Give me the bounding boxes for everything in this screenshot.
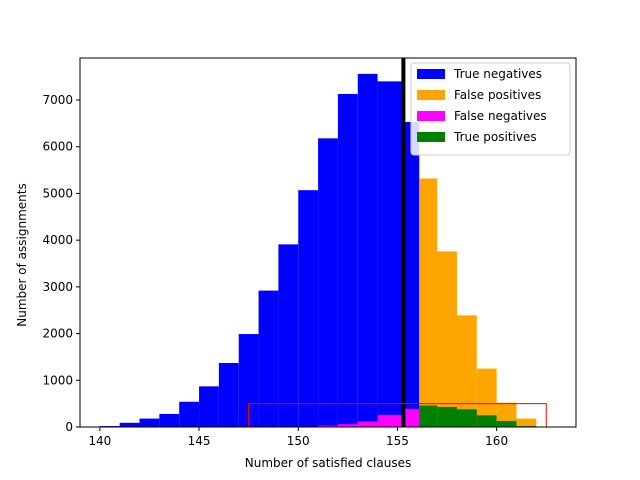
bar-series-0-bin-6 — [218, 363, 239, 427]
bar-series-0-bin-14 — [377, 81, 404, 427]
legend-box — [410, 62, 571, 156]
x-tick-label: 150 — [287, 434, 310, 448]
y-tick-label: 2000 — [42, 327, 73, 341]
legend: True negatives False positives False negat… — [410, 62, 571, 156]
legend-label-2: False negatives — [454, 109, 547, 123]
y-tick-label: 3000 — [42, 280, 73, 294]
bar-series-0-bin-9 — [278, 244, 299, 427]
x-tick-label: 145 — [188, 434, 211, 448]
legend-label-3: True positives — [453, 130, 537, 144]
y-tick-label: 4000 — [42, 233, 73, 247]
bar-series-2-bin-12 — [337, 424, 358, 427]
y-tick-label: 0 — [65, 420, 73, 434]
bar-series-2-bin-13 — [357, 421, 378, 427]
bar-series-0-bin-5 — [199, 386, 219, 427]
axes-frame — [79, 57, 577, 428]
bar-series-0-bin-1 — [119, 422, 140, 427]
bar-series-0-bin-4 — [179, 401, 200, 427]
bar-series-3-bin-17 — [437, 406, 457, 427]
y-tick-label: 7000 — [42, 93, 73, 107]
bar-series-2-bin-11 — [318, 425, 338, 427]
bar-series-0-bin-2 — [139, 418, 160, 427]
x-axis-label: Number of satisfied clauses — [245, 456, 411, 470]
x-axis-ticks: 140 145 150 155 160 — [88, 427, 508, 448]
x-tick-label: 160 — [485, 434, 508, 448]
bar-series-1-bin-21 — [516, 418, 537, 427]
bar-series-2-bin-14 — [377, 414, 404, 427]
bar-series-3-bin-18 — [456, 409, 477, 427]
bar-series-3-bin-19 — [476, 415, 497, 427]
x-tick-label: 155 — [386, 434, 409, 448]
legend-swatch-3 — [417, 132, 445, 142]
bars-layer — [99, 73, 537, 427]
bar-series-0-bin-8 — [258, 290, 279, 427]
bar-series-0-bin-15 — [403, 121, 420, 427]
bar-series-1-bin-19 — [476, 368, 497, 427]
y-tick-label: 1000 — [42, 373, 73, 387]
bar-series-3-bin-16 — [419, 405, 438, 427]
legend-label-1: False positives — [454, 88, 541, 102]
legend-swatch-1 — [417, 90, 445, 100]
bar-series-3-bin-20 — [496, 420, 517, 427]
bar-series-1-bin-17 — [437, 251, 457, 427]
legend-swatch-0 — [417, 69, 445, 79]
bar-series-0-bin-13 — [357, 73, 378, 427]
bar-series-0-bin-11 — [318, 138, 338, 427]
bar-series-0-bin-12 — [337, 93, 358, 427]
bar-series-1-bin-18 — [456, 315, 477, 427]
legend-label-0: True negatives — [453, 67, 542, 81]
x-tick-label: 140 — [88, 434, 111, 448]
bar-series-2-bin-15 — [403, 408, 420, 427]
y-axis-label: Number of assignments — [15, 183, 29, 326]
y-axis-ticks: 0 1000 2000 3000 4000 5000 6000 7000 — [42, 93, 80, 434]
bar-series-0-bin-3 — [159, 413, 180, 427]
bar-series-1-bin-16 — [419, 178, 438, 427]
y-tick-label: 5000 — [42, 186, 73, 200]
y-tick-label: 6000 — [42, 140, 73, 154]
bar-series-0-bin-10 — [298, 190, 319, 427]
legend-swatch-2 — [417, 111, 445, 121]
